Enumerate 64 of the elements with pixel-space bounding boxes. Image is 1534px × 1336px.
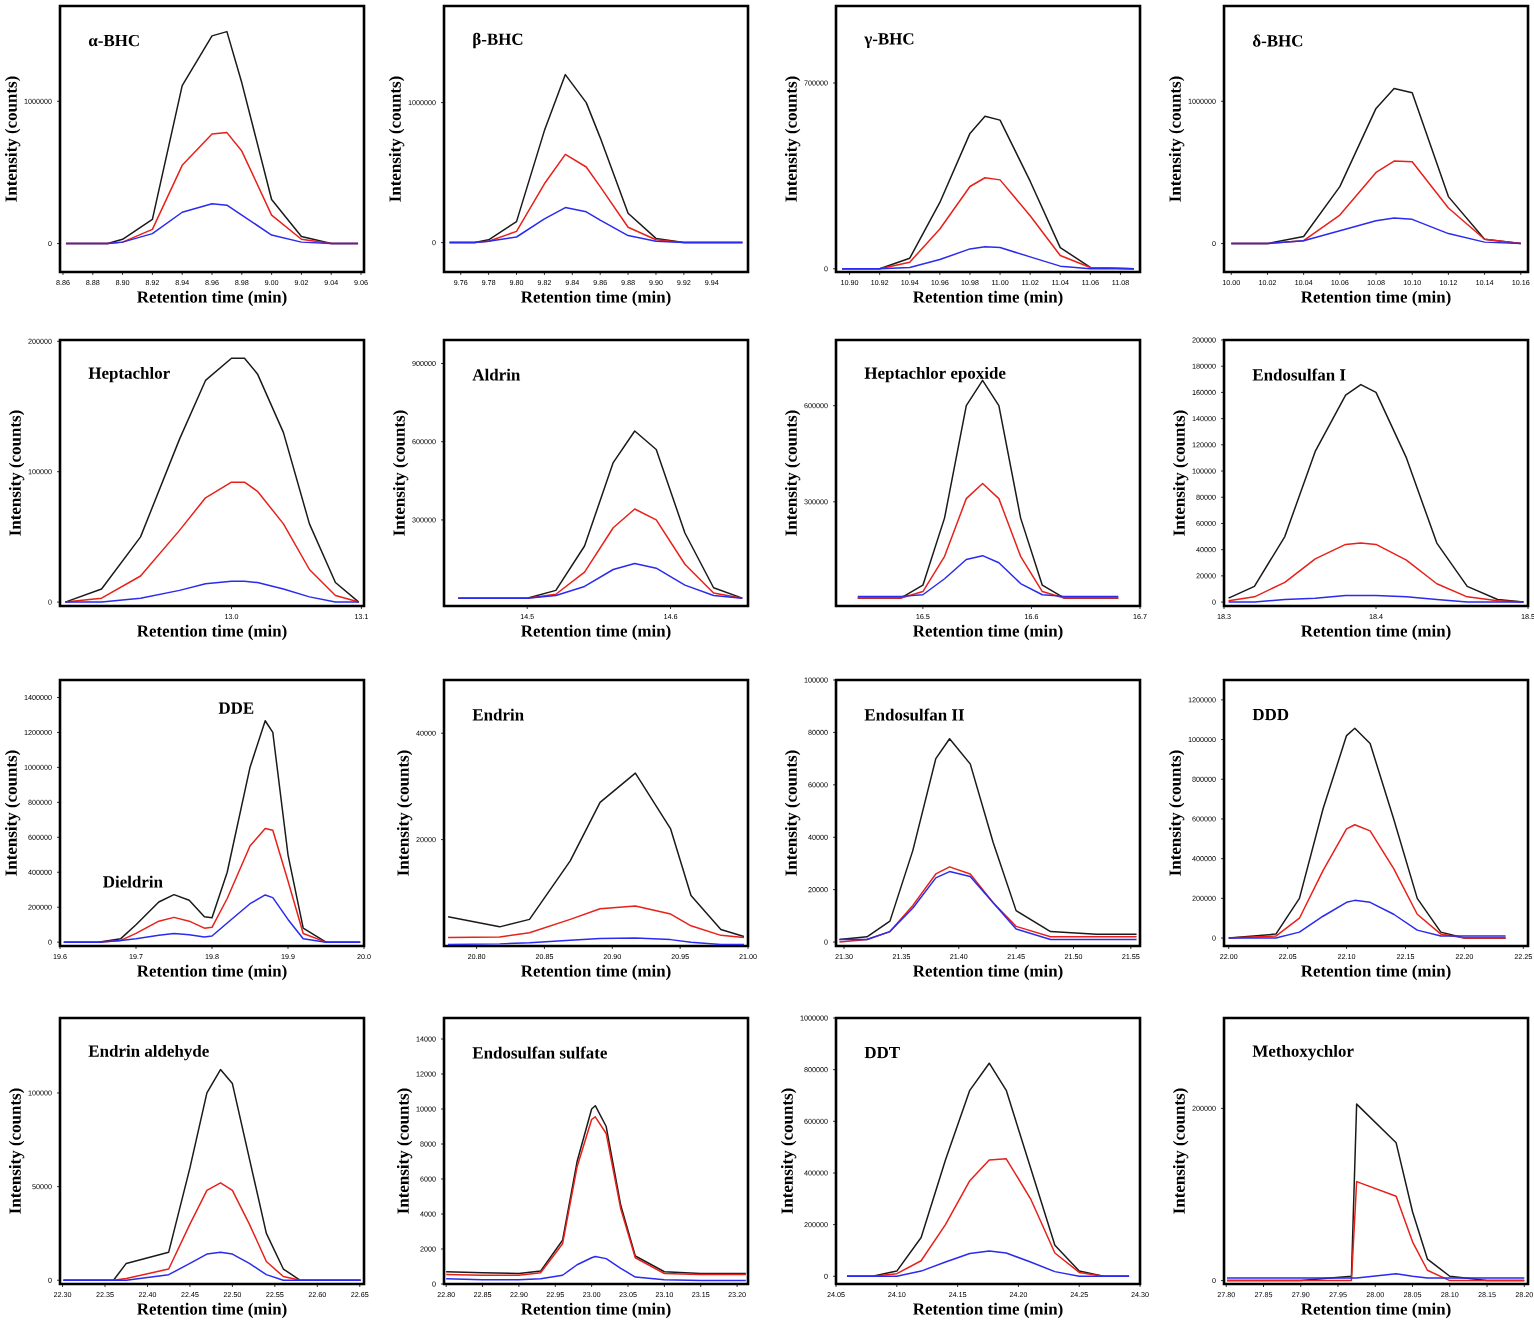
line-series bbox=[64, 357, 360, 603]
y-axis-title: Intensity (counts) bbox=[4, 750, 21, 876]
text: Endrin bbox=[472, 708, 524, 721]
y-axis-title: Intensity (counts) bbox=[4, 76, 21, 202]
x-axis-title: Retention time (min) bbox=[137, 964, 287, 981]
x-axis-title: Retention time (min) bbox=[913, 624, 1063, 641]
text: β-BHC bbox=[473, 32, 523, 49]
line-series bbox=[448, 206, 744, 244]
line-series bbox=[1227, 383, 1525, 603]
line-series bbox=[65, 202, 359, 245]
y-axis-title: Intensity (counts) bbox=[780, 1088, 797, 1214]
y-axis-title: Intensity (counts) bbox=[1172, 1088, 1189, 1214]
y-axis-title: Intensity (counts) bbox=[396, 1088, 413, 1214]
text: Methoxychlor bbox=[1252, 1044, 1354, 1061]
x-axis-title: Retention time (min) bbox=[913, 1302, 1063, 1319]
x-axis-title: Retention time (min) bbox=[521, 624, 671, 641]
text: Endosulfan sulfate bbox=[472, 1046, 607, 1059]
text: α-BHC bbox=[88, 34, 139, 47]
text: DDD bbox=[1252, 709, 1289, 721]
x-axis-title: Retention time (min) bbox=[521, 290, 671, 307]
line-series bbox=[856, 554, 1120, 598]
text: Endosulfan I bbox=[1252, 368, 1346, 381]
x-axis-title: Retention time (min) bbox=[1301, 1302, 1451, 1319]
y-axis-title: Intensity (counts) bbox=[784, 750, 801, 876]
text: δ-BHC bbox=[1252, 34, 1303, 47]
line-series bbox=[63, 894, 361, 943]
line-series bbox=[445, 1255, 747, 1282]
x-axis-title: Retention time (min) bbox=[1301, 290, 1451, 307]
text: Endosulfan II bbox=[864, 708, 964, 721]
x-axis-title: Retention time (min) bbox=[913, 964, 1063, 981]
annotation: DDE bbox=[218, 702, 254, 714]
y-axis-title: Intensity (counts) bbox=[1168, 750, 1185, 876]
line-series bbox=[457, 562, 744, 599]
x-axis-title: Retention time (min) bbox=[913, 290, 1063, 307]
x-axis-title: Retention time (min) bbox=[521, 964, 671, 981]
line-series bbox=[838, 737, 1138, 941]
y-axis-title: Intensity (counts) bbox=[1168, 76, 1185, 202]
y-axis-title: Intensity (counts) bbox=[8, 410, 25, 536]
text: Heptachlor bbox=[88, 366, 170, 383]
x-axis-title: Retention time (min) bbox=[137, 1302, 287, 1319]
x-axis-title: Retention time (min) bbox=[137, 290, 287, 307]
line-series bbox=[841, 246, 1135, 270]
text: DDT bbox=[864, 1047, 900, 1059]
text: Endrin aldehyde bbox=[88, 1044, 209, 1061]
y-axis-title: Intensity (counts) bbox=[392, 410, 409, 536]
x-axis-title: Retention time (min) bbox=[137, 624, 287, 641]
text: Aldrin bbox=[472, 368, 521, 381]
y-axis-title: Intensity (counts) bbox=[396, 750, 413, 876]
line-series bbox=[1230, 217, 1522, 245]
line-series bbox=[447, 772, 745, 938]
annotation: Dieldrin bbox=[103, 875, 163, 888]
line-series bbox=[447, 905, 745, 939]
line-series bbox=[64, 580, 360, 603]
y-axis-title: Intensity (counts) bbox=[784, 410, 801, 536]
text: γ-BHC bbox=[864, 33, 914, 48]
y-axis-title: Intensity (counts) bbox=[388, 76, 405, 202]
x-axis-title: Retention time (min) bbox=[521, 1302, 671, 1319]
y-axis-title: Intensity (counts) bbox=[784, 76, 801, 202]
y-axis-title: Intensity (counts) bbox=[1172, 410, 1189, 536]
x-axis-title: Retention time (min) bbox=[1301, 964, 1451, 981]
text: Heptachlor epoxide bbox=[864, 366, 1006, 383]
y-axis-title: Intensity (counts) bbox=[8, 1088, 25, 1214]
line-series bbox=[856, 482, 1120, 599]
x-axis-title: Retention time (min) bbox=[1301, 624, 1451, 641]
